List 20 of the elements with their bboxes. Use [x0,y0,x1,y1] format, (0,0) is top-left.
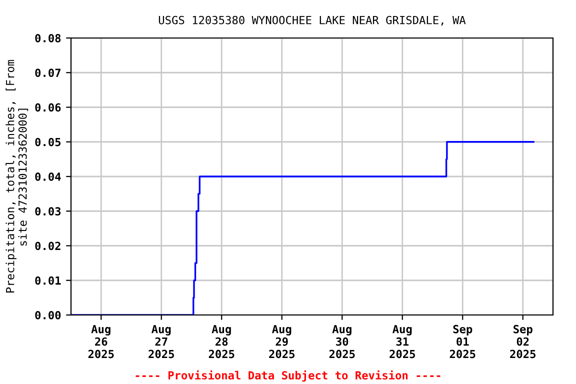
y-tick-label: 0.02 [35,242,60,250]
x-tick-label: Aug 28 2025 [208,325,234,358]
chart-title: USGS 12035380 WYNOOCHEE LAKE NEAR GRISDALE, WA [158,16,466,26]
y-tick-label: 0.01 [35,276,61,285]
y-tick-label: 0.03 [35,207,61,216]
x-tick-label: Aug 29 2025 [269,325,294,358]
x-tick-label: Sep 01 2025 [450,324,476,358]
y-tick-label: 0.04 [35,172,61,181]
x-tick-label: Sep 02 2025 [510,324,536,358]
text: ---- Provisional Data Subject to Revision ---- [136,370,440,382]
y-tick-label: 0.00 [35,310,61,320]
y-tick-label: 0.05 [35,138,61,146]
y-tick-label: 0.07 [35,68,60,78]
x-tick-label: Aug 31 2025 [390,325,415,358]
y-tick-label: 0.06 [35,103,61,112]
x-tick-label: Aug 27 2025 [148,325,174,358]
x-tick-label: Aug 30 2025 [329,325,355,358]
x-tick-label: Aug 26 2025 [88,325,114,358]
y-tick-label: 0.08 [35,34,61,42]
y-axis-title: Precipitation, total, inches, [From site 472310123362000] [6,60,28,292]
